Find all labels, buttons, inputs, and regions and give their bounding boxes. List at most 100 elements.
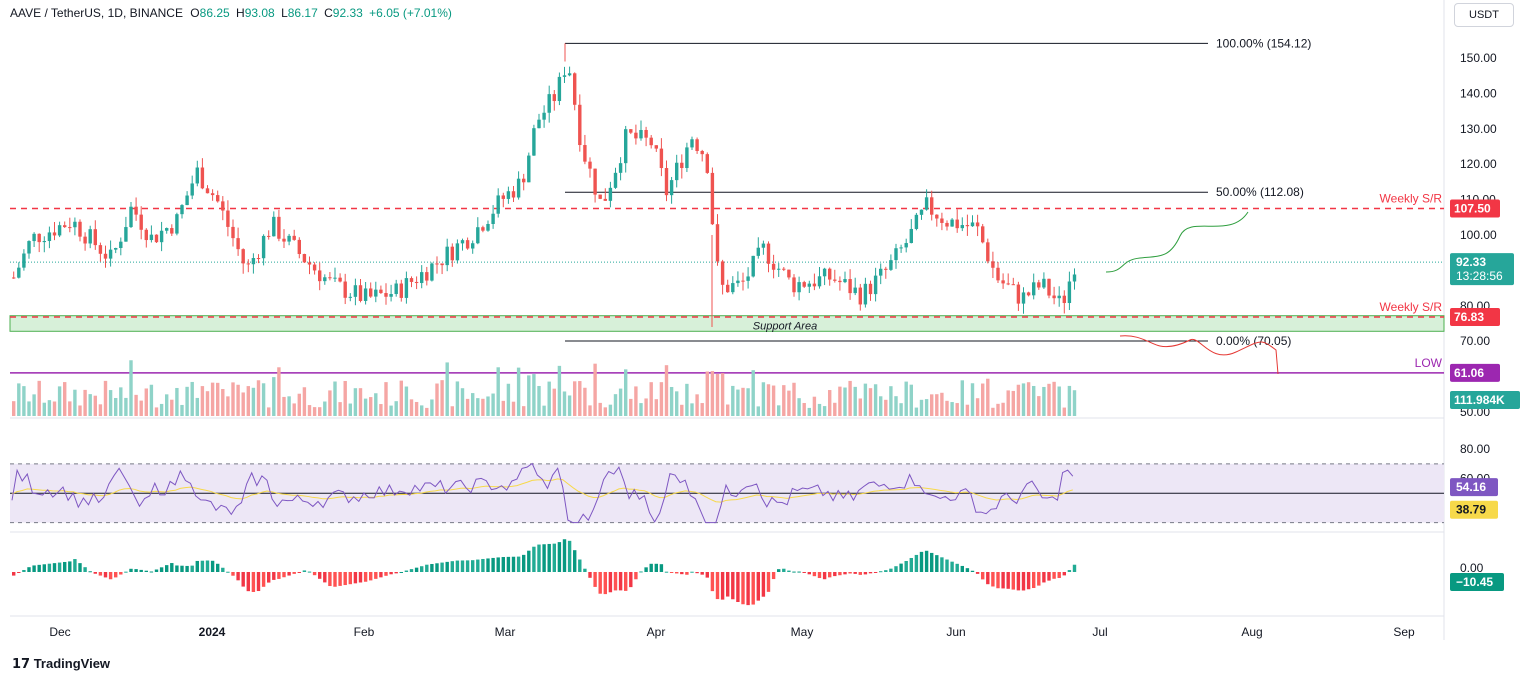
- candle-body: [114, 248, 118, 250]
- candle-body: [613, 172, 618, 188]
- volume-bar: [532, 374, 536, 416]
- volume-bar: [822, 406, 827, 416]
- macd-bar: [930, 552, 934, 572]
- candle-body: [588, 161, 592, 169]
- candle-body: [986, 242, 990, 262]
- macd-bar: [669, 572, 674, 573]
- candle-body: [629, 129, 633, 133]
- volume-bar: [216, 382, 220, 416]
- volume-bar: [879, 396, 883, 416]
- candle-body: [639, 129, 643, 139]
- volume-bar: [858, 398, 862, 416]
- macd-bar: [828, 572, 832, 578]
- volume-bar: [511, 401, 516, 416]
- macd-bar: [940, 557, 944, 572]
- candle-body: [139, 214, 143, 230]
- currency-button[interactable]: USDT: [1454, 3, 1514, 27]
- macd-bar: [358, 572, 363, 583]
- candle-body: [323, 277, 327, 282]
- volume-bar: [817, 403, 822, 416]
- macd-bar: [384, 572, 388, 576]
- candle-body: [1011, 284, 1015, 286]
- candle-body: [930, 197, 934, 215]
- volume-bar: [578, 381, 582, 416]
- candle-body: [792, 277, 796, 293]
- macd-bar: [440, 562, 444, 572]
- macd-bar: [1001, 572, 1005, 589]
- volume-bar: [170, 399, 174, 416]
- volume-bar: [639, 403, 643, 416]
- volume-bar: [935, 394, 939, 416]
- volume-bar: [404, 386, 409, 416]
- rsi-badge: [1450, 478, 1498, 497]
- candle-body: [833, 279, 837, 281]
- level-label: LOW: [1415, 356, 1443, 370]
- volume-bar: [1052, 381, 1056, 416]
- price-tick-label: 140.00: [1460, 86, 1497, 100]
- macd-bar: [506, 556, 511, 572]
- volume-bar: [460, 388, 465, 416]
- volume-bar: [481, 398, 485, 416]
- macd-bar: [618, 572, 623, 591]
- candle-body: [598, 194, 602, 199]
- time-tick-label: 2024: [199, 625, 226, 639]
- candle-body: [756, 247, 760, 256]
- volume-bar: [664, 365, 669, 416]
- volume-bar: [323, 401, 327, 416]
- volume-bar: [945, 400, 949, 416]
- macd-bar: [312, 572, 317, 576]
- level-value: 61.06: [1454, 366, 1484, 380]
- volume-bar: [848, 380, 852, 416]
- high-value: 93.08: [244, 6, 275, 20]
- price-tick-label: 130.00: [1460, 122, 1497, 136]
- candle-body: [919, 209, 924, 215]
- macd-bar: [1047, 572, 1051, 581]
- candle-body: [955, 219, 959, 229]
- candle-body: [144, 229, 148, 241]
- macd-bar: [139, 569, 143, 572]
- volume-bar: [930, 394, 934, 416]
- candle-body: [884, 268, 888, 270]
- candle-body: [302, 254, 307, 263]
- macd-bar: [323, 572, 327, 583]
- volume-bar: [919, 399, 924, 416]
- candle-body: [307, 262, 312, 265]
- candle-body: [154, 234, 159, 243]
- candle-body: [241, 249, 245, 264]
- volume-bar: [634, 386, 638, 416]
- candle-body: [710, 172, 715, 225]
- volume-bar: [73, 389, 77, 416]
- macd-bar: [603, 572, 607, 595]
- volume-bar: [282, 396, 286, 416]
- symbol-title[interactable]: AAVE / TetherUS, 1D, BINANCE: [10, 6, 183, 20]
- macd-bar: [78, 563, 82, 572]
- candle-body: [506, 191, 511, 199]
- tradingview-logo[interactable]: 𝟭𝟳 TradingView: [12, 656, 110, 672]
- volume-bar: [715, 373, 720, 416]
- rsi-ma-value: 38.79: [1456, 503, 1486, 517]
- volume-bar: [960, 380, 964, 416]
- macd-bar: [353, 572, 358, 584]
- volume-bar: [471, 393, 475, 416]
- volume-bar: [1042, 386, 1046, 416]
- candle-body: [1037, 282, 1041, 288]
- volume-bar: [52, 401, 57, 416]
- volume-bar: [1001, 402, 1005, 416]
- volume-bar: [486, 396, 490, 416]
- volume-bar: [277, 367, 281, 416]
- volume-bar: [731, 385, 735, 416]
- candle-body: [445, 246, 449, 266]
- volume-bar: [649, 382, 653, 416]
- volume-bar: [506, 383, 511, 416]
- volume-bar: [22, 386, 26, 416]
- level-badge: [1450, 363, 1500, 382]
- volume-bar: [103, 380, 108, 416]
- macd-bar: [1067, 570, 1072, 572]
- macd-bar: [63, 561, 67, 572]
- volume-bar: [195, 397, 199, 416]
- candle-body: [277, 216, 281, 239]
- level-badge: [1450, 308, 1500, 327]
- volume-bar: [516, 367, 521, 416]
